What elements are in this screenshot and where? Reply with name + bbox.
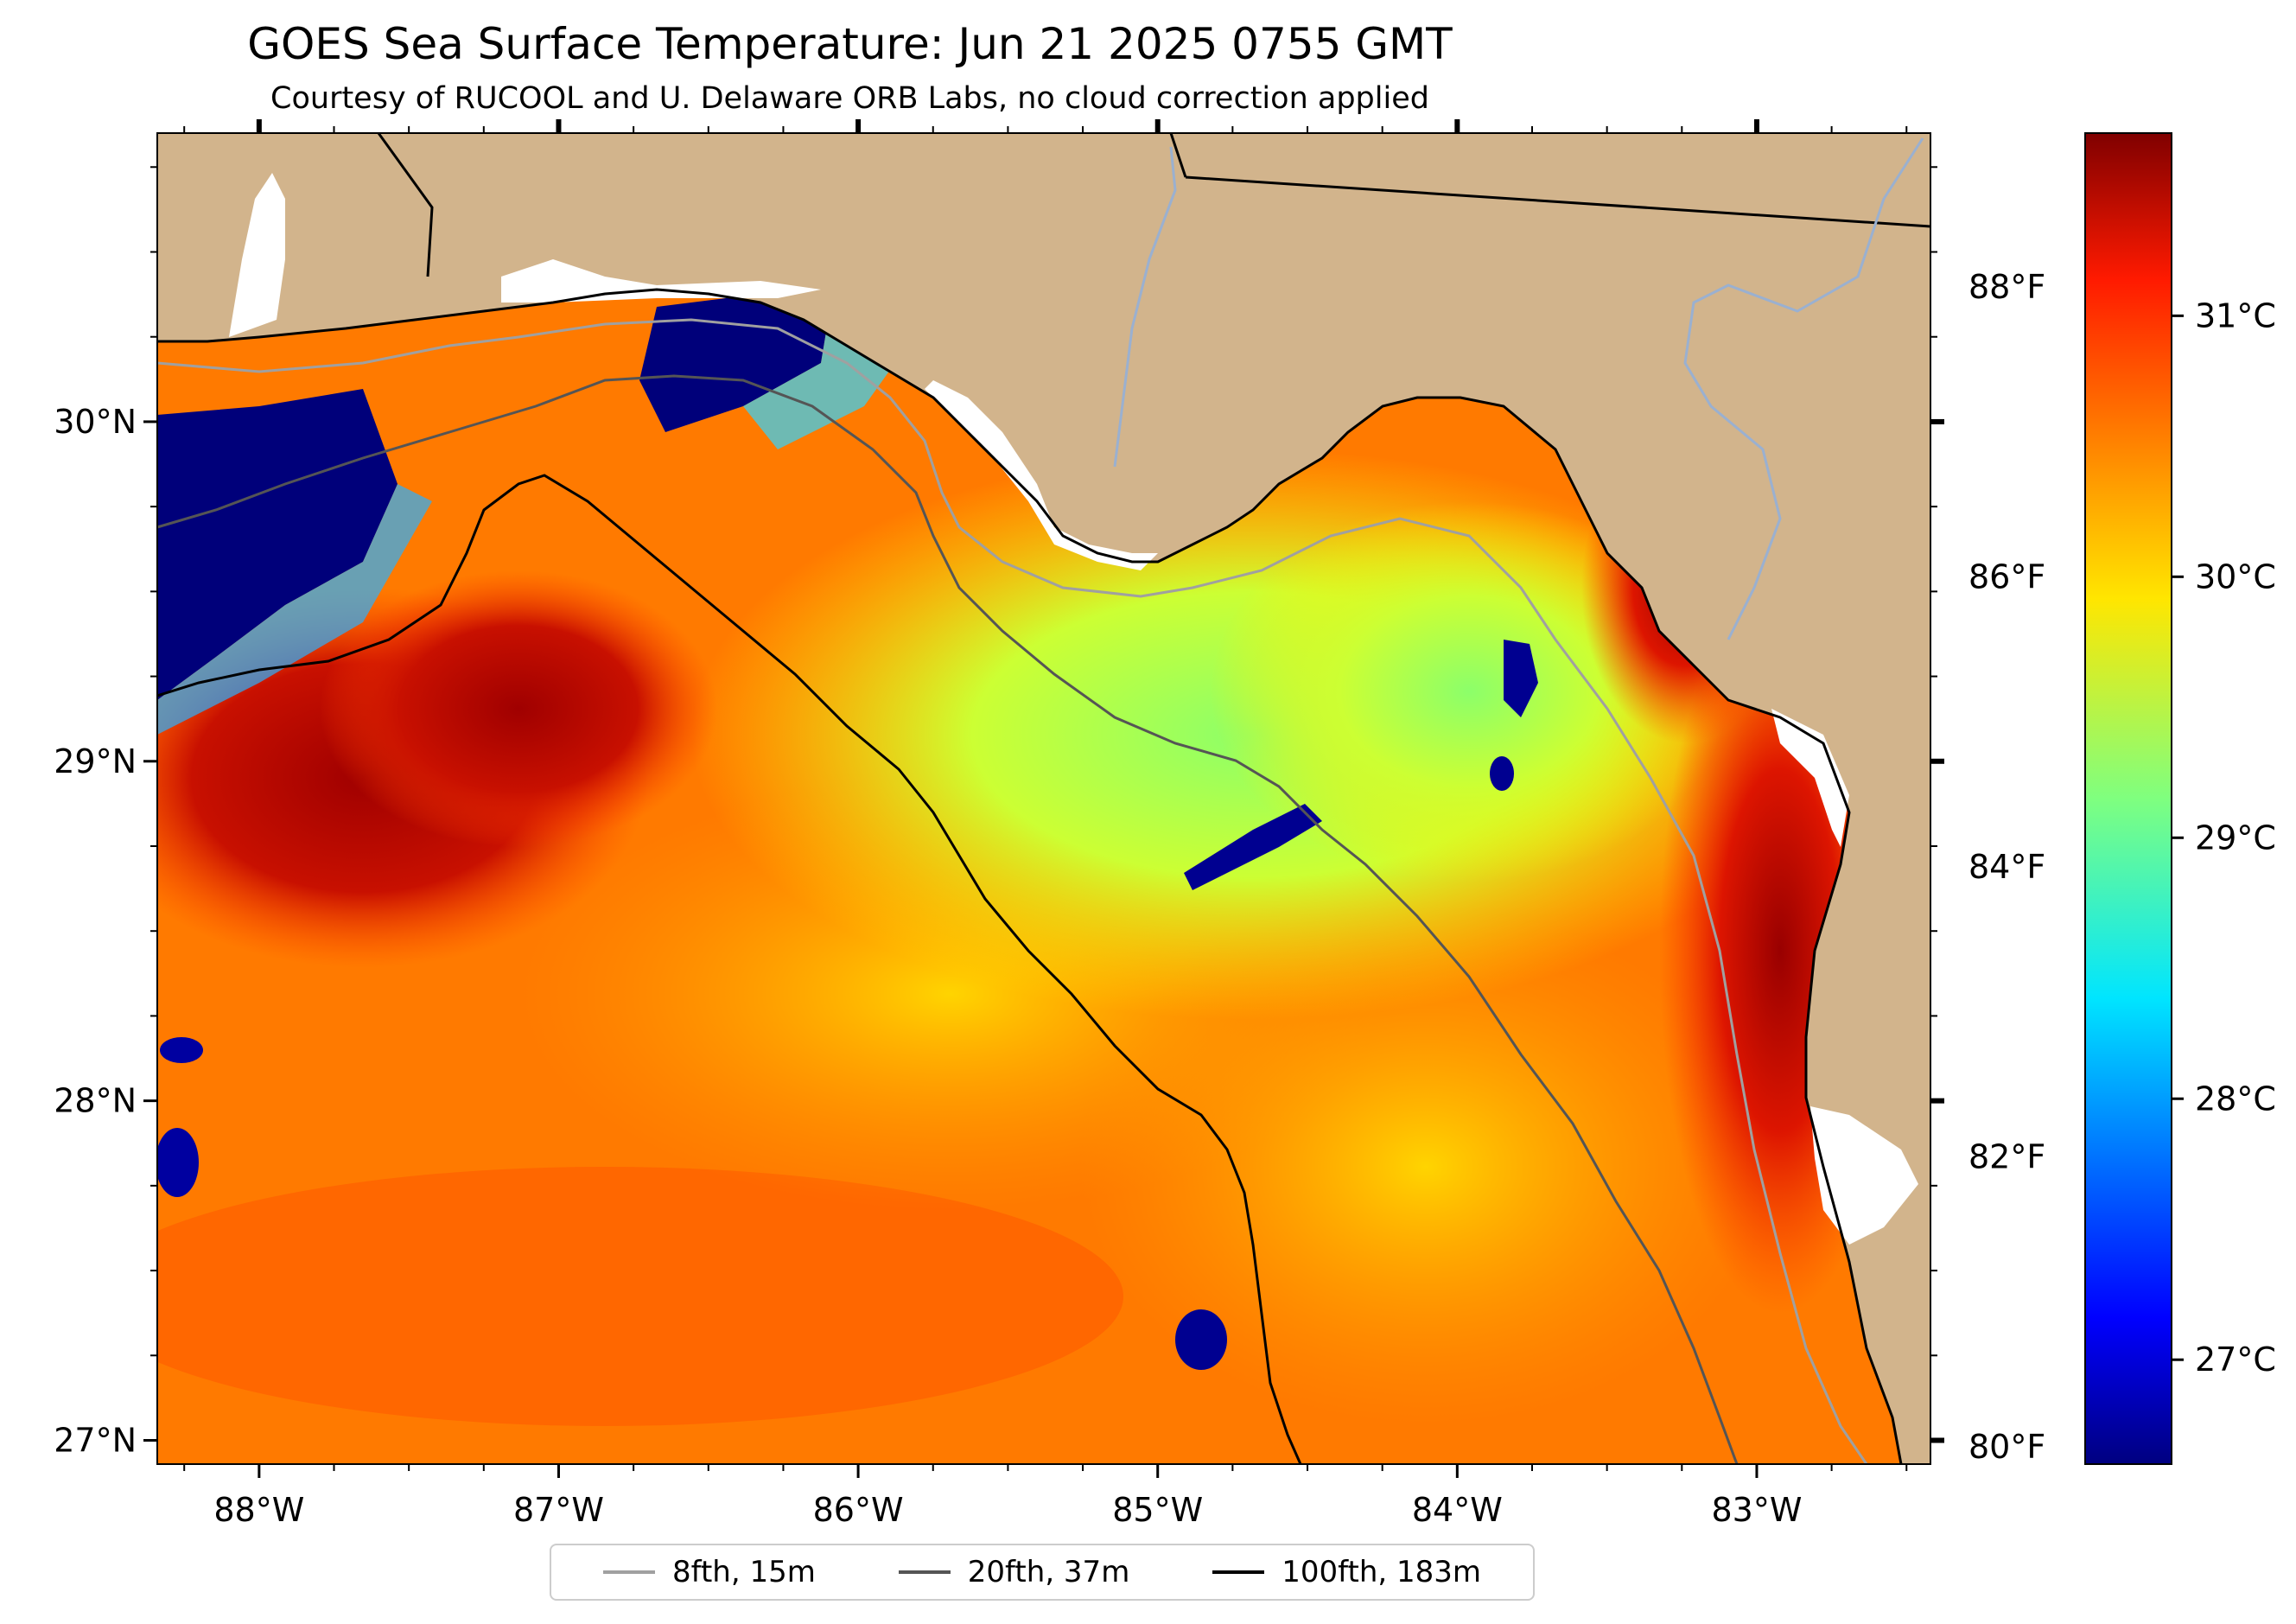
cold-spot-west-2	[160, 1037, 203, 1063]
state-border-3	[377, 133, 434, 277]
legend-label-20fth: 20fth, 37m	[967, 1555, 1130, 1589]
lat-tick-label: 29°N	[54, 742, 137, 780]
isobath-legend: 8fth, 15m 20fth, 37m 100fth, 183m	[550, 1544, 1535, 1601]
lon-tick-label: 86°W	[813, 1491, 904, 1529]
legend-label-8fth: 8fth, 15m	[671, 1555, 816, 1589]
cold-patch-destin	[639, 294, 830, 432]
mid-yellow-region-2	[1080, 908, 1771, 1426]
nodata-bigbend	[1771, 709, 1849, 847]
legend-label-100fth: 100fth, 183m	[1282, 1555, 1482, 1589]
river-1	[1113, 146, 1177, 468]
state-border	[1185, 175, 1930, 228]
lon-tick-label: 85°W	[1112, 1491, 1203, 1529]
cold-spot-west	[157, 1128, 199, 1197]
isobath-100fth	[157, 474, 1302, 1464]
river-2	[1683, 137, 1924, 640]
colorbar-tick-label: 28°C	[2195, 1079, 2276, 1118]
cold-spot-south	[1175, 1309, 1227, 1370]
isobath-20fth	[157, 374, 1739, 1464]
lat-tick-label: 28°N	[54, 1082, 137, 1120]
colorbar-tick-label: 27°C	[2195, 1341, 2276, 1379]
map-frame	[156, 132, 1931, 1465]
legend-swatch-20fth	[898, 1570, 951, 1574]
state-border-2	[1169, 133, 1187, 178]
isobath-8fth	[157, 318, 1868, 1464]
longitude-axis: 88°W 87°W 86°W 85°W 84°W 83°W	[183, 119, 1908, 1529]
cold-patch-center	[1184, 804, 1322, 890]
nodata-mobile-bay	[229, 173, 285, 337]
fahrenheit-tick-label: 84°F	[1968, 848, 2045, 886]
lat-tick-label: 27°N	[54, 1422, 137, 1460]
nodata-tampa	[1810, 1106, 1918, 1245]
lon-tick-label: 83°W	[1711, 1491, 1802, 1529]
fahrenheit-tick-label: 82°F	[1968, 1137, 2045, 1175]
coastline	[157, 288, 1903, 1464]
legend-swatch-8fth	[602, 1570, 655, 1574]
colorbar-axis: 27°C 28°C 29°C 30°C 31°C	[2172, 296, 2276, 1379]
colorbar-tick-label: 30°C	[2195, 557, 2276, 595]
cold-spot-east-2	[1490, 756, 1514, 791]
lat-tick-label: 30°N	[54, 403, 137, 441]
hot-west-region-2	[320, 570, 717, 847]
cool-halo-mobile	[157, 484, 432, 735]
map-subtitle: Courtesy of RUCOOL and U. Delaware ORB L…	[270, 81, 1429, 116]
nodata-coast-fringe	[501, 259, 821, 303]
colorbar	[2084, 132, 2172, 1465]
cold-patch-east	[1504, 640, 1538, 717]
lon-tick-label: 84°W	[1412, 1491, 1503, 1529]
lon-tick-label: 88°W	[213, 1491, 304, 1529]
latitude-axis: 27°N 28°N 29°N 30°N	[54, 166, 1944, 1460]
legend-item-8fth: 8fth, 15m	[602, 1555, 816, 1589]
legend-item-100fth: 100fth, 183m	[1212, 1555, 1481, 1589]
colorbar-tick-label: 29°C	[2195, 818, 2276, 857]
fahrenheit-tick-label: 80°F	[1968, 1428, 2045, 1466]
land-north	[157, 133, 1930, 1464]
colorbar-tick-label: 31°C	[2195, 296, 2276, 334]
fahrenheit-tick-label: 86°F	[1968, 557, 2045, 595]
warm-band-south	[157, 1167, 1123, 1426]
lon-tick-label: 87°W	[513, 1491, 604, 1529]
nodata-apalachicola	[925, 380, 1158, 570]
legend-item-20fth: 20fth, 37m	[898, 1555, 1130, 1589]
map-area	[157, 133, 1930, 1464]
legend-swatch-100fth	[1212, 1570, 1265, 1574]
fahrenheit-tick-label: 88°F	[1968, 268, 2045, 306]
fahrenheit-axis: 80°F 82°F 84°F 86°F 88°F	[1968, 268, 2045, 1466]
map-title: GOES Sea Surface Temperature: Jun 21 202…	[247, 19, 1453, 69]
